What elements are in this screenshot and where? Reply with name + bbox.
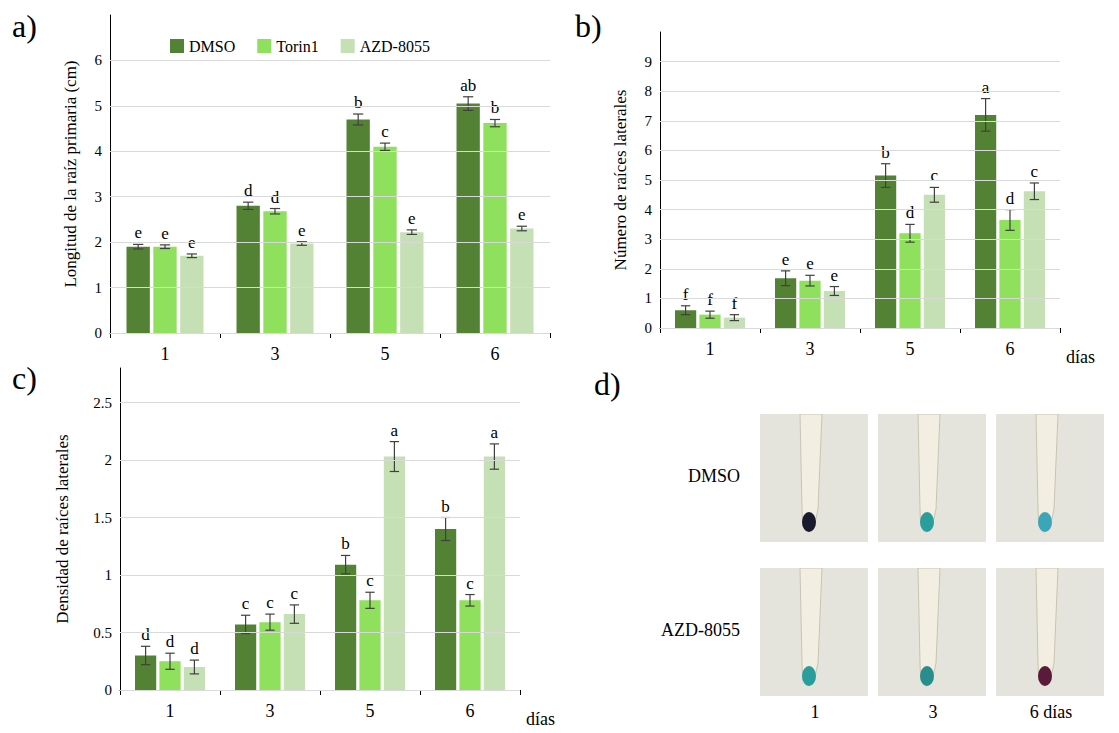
svg-text:5: 5	[381, 344, 390, 364]
svg-text:e: e	[188, 233, 196, 252]
svg-text:3: 3	[645, 231, 653, 247]
svg-text:6: 6	[95, 52, 103, 68]
svg-text:e: e	[134, 223, 142, 242]
svg-text:1: 1	[166, 701, 175, 721]
svg-text:d: d	[1006, 189, 1015, 208]
svg-text:Longitud de la raíz primaria (: Longitud de la raíz primaria (cm)	[61, 60, 80, 287]
svg-text:6: 6	[466, 701, 475, 721]
svg-text:c: c	[266, 593, 274, 612]
svg-text:3: 3	[806, 339, 815, 359]
svg-text:a: a	[391, 421, 399, 440]
svg-text:f: f	[707, 290, 713, 309]
svg-text:b: b	[881, 143, 890, 162]
svg-text:días: días	[526, 709, 555, 729]
svg-text:b): b)	[575, 8, 602, 44]
svg-text:1: 1	[105, 567, 113, 583]
svg-text:Número de raíces laterales: Número de raíces laterales	[611, 90, 630, 271]
svg-text:7: 7	[645, 113, 653, 129]
html-text:d): d)	[594, 366, 621, 402]
svg-text:1: 1	[161, 344, 170, 364]
html-text:1: 1	[810, 702, 820, 722]
svg-text:f: f	[683, 285, 689, 304]
svg-text:4: 4	[645, 202, 653, 218]
svg-text:d: d	[906, 203, 915, 222]
svg-text:Torin1: Torin1	[276, 38, 318, 55]
svg-text:c: c	[242, 594, 250, 613]
svg-text:e: e	[831, 266, 839, 285]
svg-text:1: 1	[645, 290, 653, 306]
html-text:DMSO: DMSO	[688, 466, 740, 486]
svg-text:0.5: 0.5	[93, 625, 112, 641]
svg-text:e: e	[518, 205, 526, 224]
svg-text:a: a	[982, 78, 990, 97]
svg-text:0: 0	[95, 325, 103, 341]
svg-text:1.5: 1.5	[93, 510, 112, 526]
svg-text:2.5: 2.5	[93, 395, 112, 411]
svg-text:6: 6	[491, 344, 500, 364]
svg-text:c: c	[381, 122, 389, 141]
svg-text:c): c)	[12, 360, 37, 396]
svg-text:c: c	[931, 166, 939, 185]
svg-text:d: d	[141, 625, 150, 644]
html-text:AZD-8055: AZD-8055	[661, 620, 740, 640]
svg-text:d: d	[271, 188, 280, 207]
svg-text:5: 5	[645, 172, 653, 188]
svg-text:3: 3	[271, 344, 280, 364]
svg-text:1: 1	[95, 280, 103, 296]
svg-text:AZD-8055: AZD-8055	[360, 38, 430, 55]
svg-text:c: c	[291, 584, 299, 603]
svg-text:e: e	[806, 254, 814, 273]
svg-text:e: e	[298, 221, 306, 240]
svg-text:5: 5	[906, 339, 915, 359]
html-text:6 días: 6 días	[1029, 702, 1073, 722]
svg-text:Densidad de raíces laterales: Densidad de raíces laterales	[53, 434, 72, 623]
svg-text:9: 9	[645, 54, 653, 70]
svg-text:d: d	[190, 639, 199, 658]
svg-text:d: d	[166, 632, 175, 651]
svg-text:6: 6	[1006, 339, 1015, 359]
svg-text:a): a)	[12, 8, 37, 44]
svg-text:b: b	[441, 497, 450, 516]
svg-text:DMSO: DMSO	[189, 38, 235, 55]
svg-text:f: f	[732, 294, 738, 313]
svg-text:4: 4	[95, 143, 103, 159]
svg-text:5: 5	[95, 98, 103, 114]
svg-text:6: 6	[645, 142, 653, 158]
svg-text:1: 1	[706, 339, 715, 359]
svg-text:días: días	[1066, 347, 1095, 367]
svg-text:b: b	[354, 93, 363, 112]
svg-text:0: 0	[645, 320, 653, 336]
svg-text:c: c	[466, 574, 474, 593]
svg-text:b: b	[491, 98, 500, 117]
svg-text:e: e	[161, 224, 169, 243]
svg-text:c: c	[366, 571, 374, 590]
svg-text:2: 2	[105, 452, 113, 468]
svg-text:d: d	[244, 181, 253, 200]
svg-text:8: 8	[645, 83, 653, 99]
svg-text:a: a	[491, 423, 499, 442]
svg-text:2: 2	[645, 261, 653, 277]
svg-text:e: e	[408, 209, 416, 228]
svg-text:3: 3	[95, 189, 103, 205]
svg-text:ab: ab	[460, 76, 476, 95]
svg-text:b: b	[341, 534, 350, 553]
svg-text:0: 0	[105, 682, 113, 698]
svg-text:2: 2	[95, 234, 103, 250]
svg-text:c: c	[1031, 162, 1039, 181]
svg-text:e: e	[782, 250, 790, 269]
html-text:3: 3	[928, 702, 938, 722]
svg-text:5: 5	[366, 701, 375, 721]
svg-text:3: 3	[266, 701, 275, 721]
